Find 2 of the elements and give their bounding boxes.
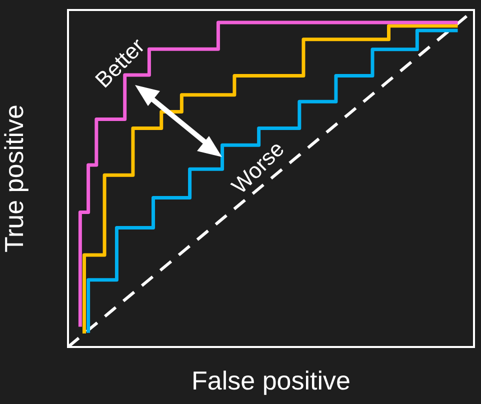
x-axis-title: False positive: [192, 366, 350, 396]
y-axis-title: True positive: [0, 104, 29, 252]
